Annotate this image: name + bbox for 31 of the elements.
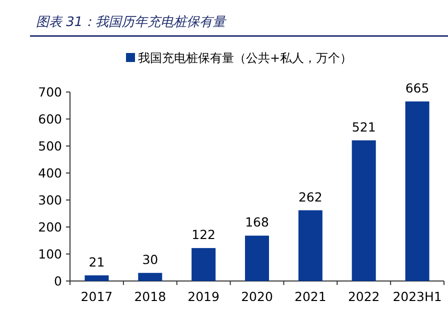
bar [352,140,376,281]
data-label: 262 [298,189,322,204]
bar [298,210,322,281]
data-label: 168 [245,214,269,230]
y-tick-label: 0 [54,274,62,288]
y-tick-label: 100 [38,246,62,262]
bar [138,272,162,281]
bar [192,248,216,281]
y-tick-label: 500 [38,138,62,154]
y-tick-label: 600 [38,112,62,126]
x-tick-label: 2017 [80,289,113,304]
x-tick-label: 2020 [241,289,273,304]
x-tick-label: 2018 [134,289,166,304]
data-label: 665 [405,80,430,96]
bar [405,101,430,281]
data-label: 122 [192,227,216,242]
data-label: 521 [352,119,376,134]
x-tick-label: 2022 [348,289,380,304]
data-label: 21 [88,254,105,270]
legend-label: 我国充电桩保有量（公共+私人，万个） [138,51,352,65]
bar [84,275,109,281]
y-tick-label: 200 [38,220,62,234]
data-label: 30 [142,252,158,267]
x-tick-label: 2021 [294,289,326,304]
y-tick-label: 300 [38,192,62,208]
bar [245,236,269,281]
chart-title: 图表 31：我国历年充电桩保有量 [36,15,228,30]
y-tick-label: 400 [38,166,62,180]
x-tick-label: 2019 [188,289,220,304]
y-tick-label: 700 [38,84,62,100]
x-tick-label: 2023H1 [392,289,442,304]
